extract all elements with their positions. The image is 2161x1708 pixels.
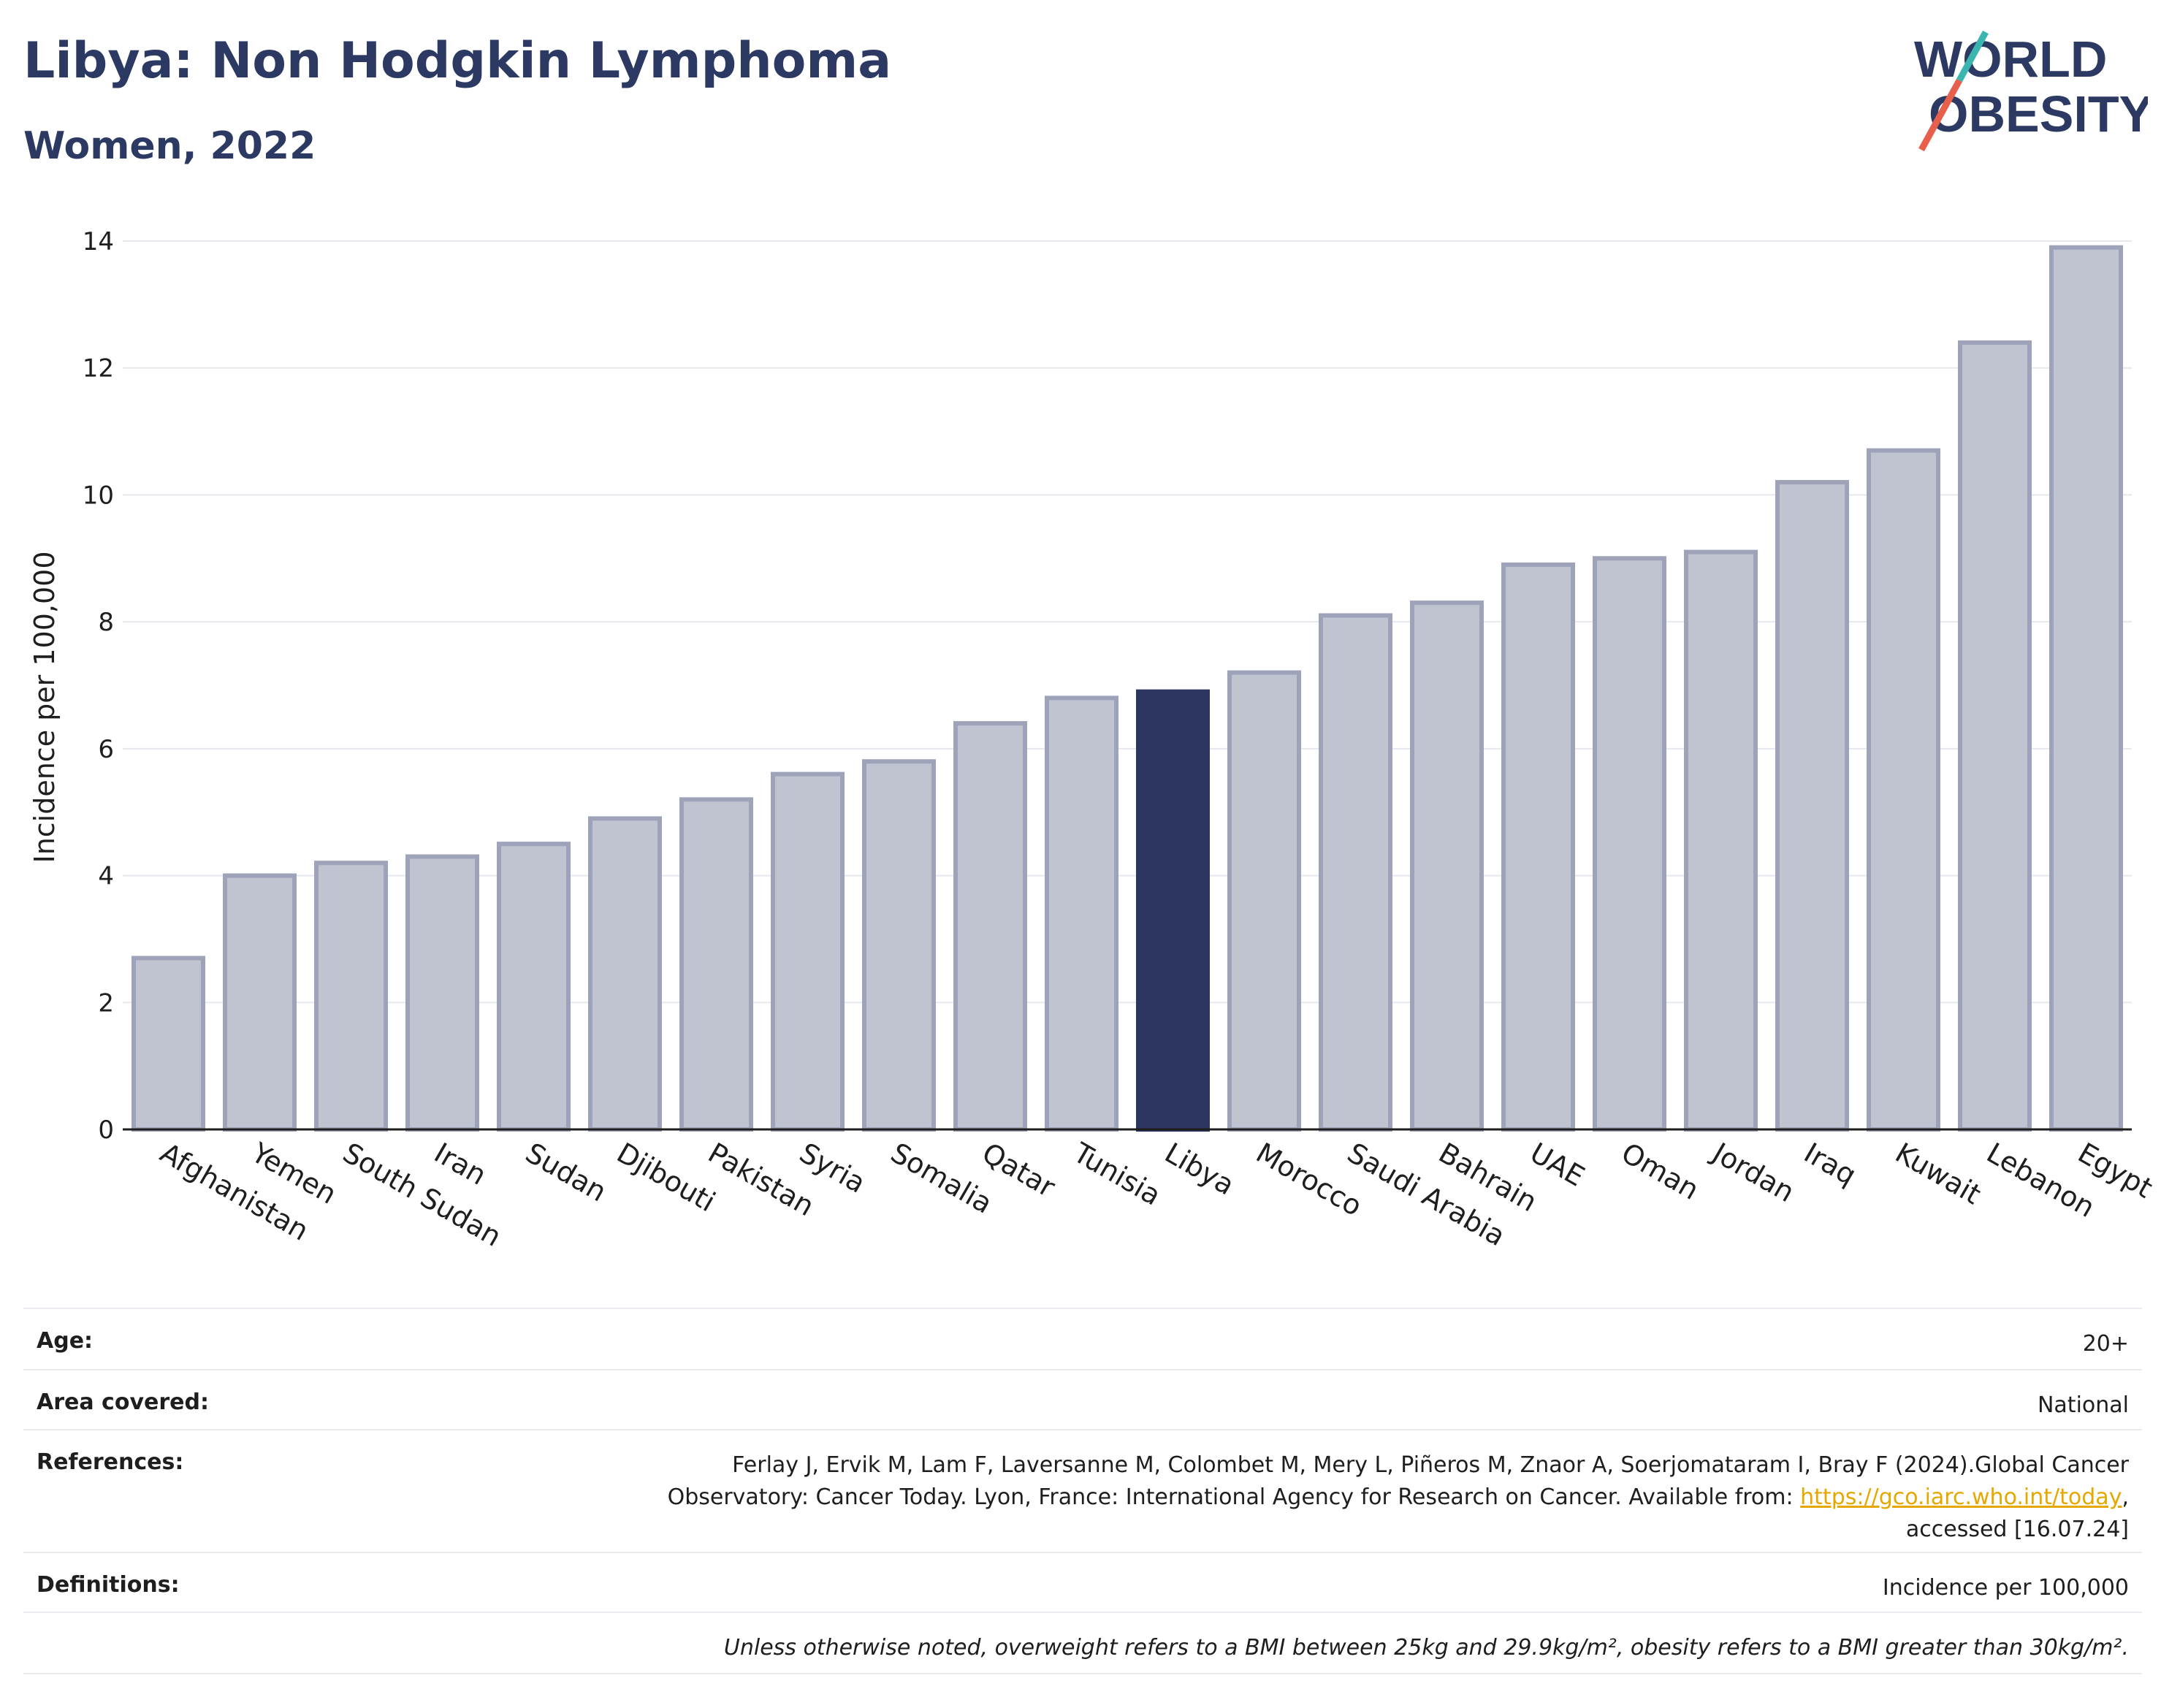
references-link[interactable]: https://gco.iarc.who.int/today <box>1800 1484 2122 1510</box>
x-tick-label: Iran <box>429 1137 492 1192</box>
references-label: References: <box>37 1449 184 1475</box>
bar-south-sudan <box>314 861 388 1132</box>
bar-uae <box>1501 562 1575 1132</box>
bar-yemen <box>223 873 297 1132</box>
area-label: Area covered: <box>37 1389 209 1415</box>
bar-afghanistan <box>132 956 205 1132</box>
y-tick-label: 6 <box>98 735 114 764</box>
world-obesity-logo: WORLD OBESITY <box>1914 30 2148 152</box>
x-tick-label: Tunisia <box>1067 1136 1166 1212</box>
age-value: 20+ <box>2082 1331 2129 1357</box>
x-tick-label: Djibouti <box>611 1137 721 1219</box>
y-tick-label: 14 <box>83 227 114 256</box>
x-tick-label: Kuwait <box>1890 1137 1986 1211</box>
references-text-3: accessed [16.07.24] <box>1905 1517 2129 1542</box>
x-tick-label: South Sudan <box>338 1137 507 1253</box>
references-text-2: Observatory: Cancer Today. Lyon, France:… <box>667 1484 1794 1510</box>
bar-oman <box>1593 556 1666 1132</box>
bar-libya <box>1136 689 1210 1132</box>
logo-text-world: WORLD <box>1914 31 2107 88</box>
bar-egypt <box>2049 245 2123 1132</box>
meta-row-area: Area covered: National <box>23 1369 2142 1429</box>
y-axis-label: Incidence per 100,000 <box>28 551 61 863</box>
references-value: Ferlay J, Ervik M, Lam F, Laversanne M, … <box>667 1452 2129 1542</box>
meta-row-note: Unless otherwise noted, overweight refer… <box>23 1612 2142 1673</box>
page-title: Libya: Non Hodgkin Lymphoma <box>23 32 892 90</box>
bar-lebanon <box>1958 340 2032 1132</box>
y-tick-label: 10 <box>83 481 114 510</box>
bmi-note: Unless otherwise noted, overweight refer… <box>723 1635 2129 1661</box>
page-subtitle: Women, 2022 <box>23 124 316 168</box>
x-tick-label: Oman <box>1616 1137 1704 1206</box>
bar-somalia <box>862 759 936 1132</box>
bar-iraq <box>1775 480 1849 1132</box>
y-tick-label: 0 <box>98 1116 114 1145</box>
bar-bahrain <box>1410 601 1484 1132</box>
x-tick-label: Libya <box>1159 1137 1240 1202</box>
bar-saudi-arabia <box>1319 613 1392 1132</box>
x-tick-label: Somalia <box>885 1137 998 1220</box>
logo-slash-teal <box>1956 30 1989 83</box>
logo-text-obesity: OBESITY <box>1929 85 2148 142</box>
age-label: Age: <box>37 1328 94 1354</box>
x-tick-label: Sudan <box>520 1137 612 1208</box>
bar-tunisia <box>1045 695 1118 1132</box>
y-tick-label: 4 <box>98 862 114 891</box>
y-tick-label: 12 <box>83 354 114 384</box>
x-tick-label: Iraq <box>1799 1137 1861 1192</box>
bar-morocco <box>1227 670 1301 1132</box>
bar-syria <box>771 771 845 1132</box>
x-tick-label: Jordan <box>1706 1136 1799 1209</box>
definitions-value: Incidence per 100,000 <box>1882 1575 2129 1601</box>
meta-row-references: References: Ferlay J, Ervik M, Lam F, La… <box>23 1429 2142 1552</box>
logo-slash-red <box>1918 78 1962 152</box>
meta-row-definitions: Definitions: Incidence per 100,000 <box>23 1552 2142 1612</box>
references-text-1: Ferlay J, Ervik M, Lam F, Laversanne M, … <box>732 1452 2129 1478</box>
bar-iran <box>405 854 479 1132</box>
bar-pakistan <box>679 797 753 1132</box>
bar-sudan <box>497 842 571 1132</box>
chart-metadata: Age: 20+ Area covered: National Referenc… <box>23 1308 2142 1674</box>
x-tick-label: UAE <box>1525 1137 1590 1193</box>
meta-row-age: Age: 20+ <box>23 1308 2142 1369</box>
bar-kuwait <box>1867 448 1940 1132</box>
bar-jordan <box>1684 549 1758 1132</box>
y-tick-label: 8 <box>98 608 114 637</box>
area-value: National <box>2037 1392 2129 1418</box>
y-tick-label: 2 <box>98 988 114 1018</box>
bar-qatar <box>953 721 1027 1132</box>
definitions-label: Definitions: <box>37 1572 180 1598</box>
bar-djibouti <box>588 816 662 1132</box>
